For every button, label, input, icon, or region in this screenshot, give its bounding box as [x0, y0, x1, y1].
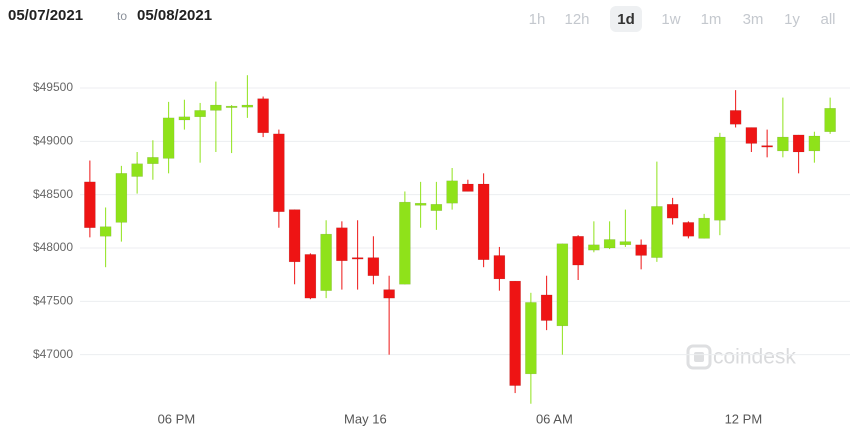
candle-body	[493, 255, 506, 280]
date-to: 05/08/2021	[137, 7, 212, 24]
candle-body	[210, 104, 222, 111]
date-separator: to	[117, 9, 127, 23]
candle-body	[714, 136, 726, 221]
candle-body	[115, 173, 128, 223]
candle-body	[162, 117, 175, 159]
candle-body	[603, 239, 616, 249]
candle-body	[288, 209, 301, 263]
candle-body	[792, 134, 805, 153]
candle-body	[588, 244, 600, 251]
candle-body	[777, 136, 789, 152]
candle-body	[572, 236, 584, 266]
candle-body	[414, 202, 427, 206]
y-tick-label: $48000	[33, 240, 73, 254]
watermark: coindesk	[713, 346, 796, 369]
candle-body	[383, 289, 395, 299]
candle-body	[540, 294, 553, 321]
candle-body	[430, 204, 443, 211]
candle-body	[351, 257, 364, 260]
candle-body	[682, 222, 695, 237]
candle-body	[336, 227, 348, 262]
candle-body	[99, 226, 112, 237]
candle-body	[729, 110, 742, 125]
range-button-bg	[610, 6, 642, 32]
candle-body	[745, 127, 758, 144]
candle-body	[241, 104, 254, 108]
candle-body	[556, 243, 569, 327]
candle-body	[257, 98, 269, 134]
candle-body	[698, 217, 710, 239]
x-tick-label: 12 PM	[725, 411, 763, 426]
candle-body	[525, 302, 537, 375]
candle-body	[399, 201, 411, 285]
candle-body	[147, 157, 159, 164]
candle-body	[194, 110, 206, 118]
candle-body	[635, 244, 647, 256]
range-button[interactable]: 1h	[529, 11, 546, 28]
candle-body	[84, 181, 96, 228]
candle-body	[446, 180, 458, 204]
x-tick-label: 06 PM	[158, 411, 196, 426]
range-button[interactable]: 1d	[617, 11, 635, 28]
candle-body	[666, 204, 679, 219]
candle-body	[131, 163, 143, 177]
watermark-logo	[686, 344, 712, 370]
candle-body	[761, 145, 773, 148]
candle-body	[273, 133, 285, 212]
candle-body	[225, 105, 238, 108]
candle-body	[462, 183, 474, 192]
range-button[interactable]: 3m	[743, 11, 764, 28]
candle-body	[304, 254, 317, 299]
candle-body	[619, 241, 632, 246]
x-tick-label: 06 AM	[536, 411, 573, 426]
candle-body	[178, 116, 191, 121]
y-tick-label: $47000	[33, 347, 73, 361]
candle-body	[320, 233, 332, 291]
y-tick-label: $47500	[33, 294, 73, 308]
y-tick-label: $49500	[33, 80, 73, 94]
candle-body	[477, 183, 490, 260]
y-tick-label: $48500	[33, 187, 73, 201]
range-button[interactable]: 1y	[784, 11, 800, 28]
candle-body	[509, 280, 521, 386]
x-tick-label: May 16	[344, 411, 387, 426]
date-from: 05/07/2021	[8, 7, 83, 24]
candle-body	[367, 257, 380, 276]
y-tick-label: $49000	[33, 134, 73, 148]
range-button[interactable]: 1m	[701, 11, 722, 28]
range-button[interactable]: all	[820, 11, 835, 28]
candle-body	[824, 108, 836, 132]
candle-body	[651, 206, 663, 258]
range-button[interactable]: 12h	[564, 11, 589, 28]
candle-body	[808, 135, 821, 152]
range-button[interactable]: 1w	[661, 11, 680, 28]
